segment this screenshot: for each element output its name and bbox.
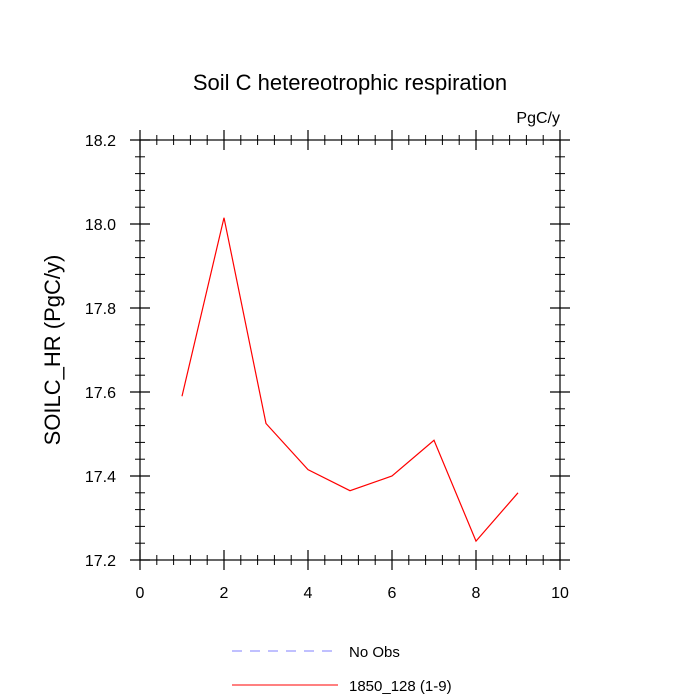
plot-frame <box>139 139 561 561</box>
x-tick-label: 8 <box>472 585 481 602</box>
y-tick-label: 17.2 <box>85 553 116 570</box>
legend: No Obs 1850_128 (1-9) <box>232 644 452 695</box>
x-tick-label: 6 <box>388 585 397 602</box>
units-label: PgC/y <box>516 110 560 127</box>
y-tick-label: 18.0 <box>85 217 116 234</box>
series-layer <box>181 217 519 543</box>
x-tick-labels: 0 2 4 6 8 10 <box>136 585 569 602</box>
legend-label: No Obs <box>349 644 400 661</box>
y-tick-label: 17.4 <box>85 469 116 486</box>
legend-label: 1850_128 (1-9) <box>349 678 452 695</box>
y-tick-label: 18.2 <box>85 133 116 150</box>
y-tick-labels: 17.2 17.4 17.6 17.8 18.0 18.2 <box>85 133 116 570</box>
chart-title: Soil C hetereotrophic respiration <box>193 70 507 95</box>
x-tick-label: 2 <box>220 585 229 602</box>
x-tick-label: 4 <box>304 585 313 602</box>
y-axis-label: SOILC_HR (PgC/y) <box>40 255 65 446</box>
series-line <box>181 217 519 543</box>
x-tick-label: 10 <box>551 585 569 602</box>
y-tick-label: 17.8 <box>85 301 116 318</box>
y-tick-label: 17.6 <box>85 385 116 402</box>
minor-ticks <box>135 135 565 565</box>
major-ticks <box>130 130 570 570</box>
x-tick-label: 0 <box>136 585 145 602</box>
